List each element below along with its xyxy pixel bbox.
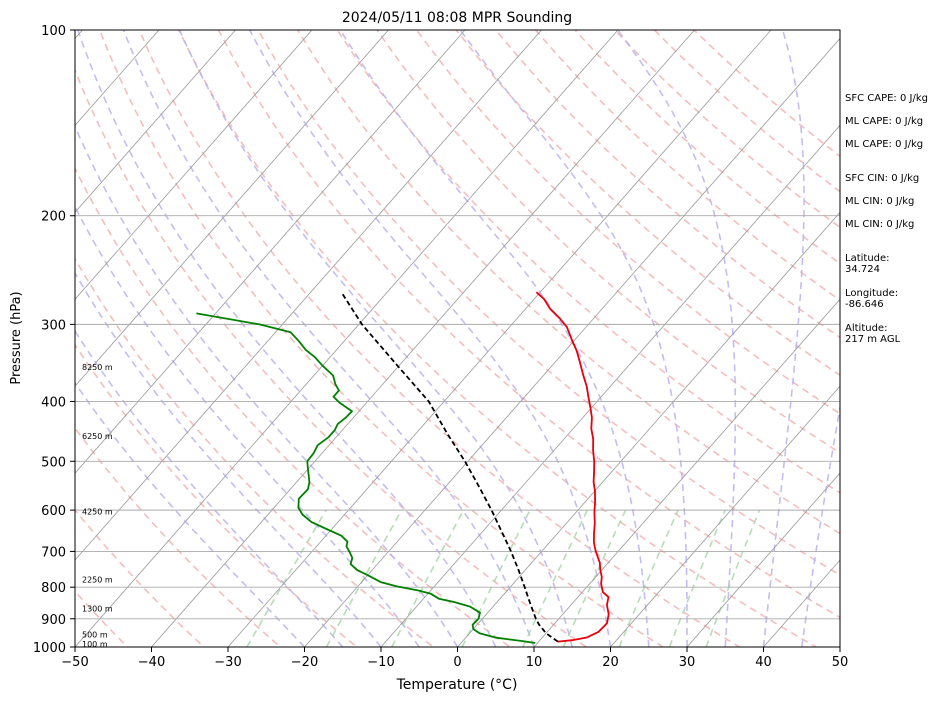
y-tick-label: 1000 — [33, 641, 66, 656]
y-tick-label: 300 — [41, 318, 66, 333]
x-tick-label: 20 — [602, 655, 619, 670]
y-tick-label: 800 — [41, 581, 66, 596]
y-tick-label: 200 — [41, 210, 66, 225]
y-tick-label: 600 — [41, 504, 66, 519]
height-label: 8250 m — [82, 363, 113, 372]
x-tick-label: 10 — [526, 655, 543, 670]
x-tick-label: 0 — [453, 655, 461, 670]
x-tick-label: 30 — [679, 655, 696, 670]
y-tick-label: 700 — [41, 545, 66, 560]
ml-cin-text: ML CIN: 0 J/kg — [845, 196, 914, 208]
ml-cin-text-2: ML CIN: 0 J/kg — [845, 219, 914, 231]
x-tick-label: 50 — [832, 655, 849, 670]
y-tick-label: 500 — [41, 455, 66, 470]
height-label: 500 m — [82, 631, 108, 640]
height-label: 1300 m — [82, 604, 113, 613]
latitude-value: 34.724 — [845, 264, 880, 276]
longitude-value: -86.646 — [845, 299, 884, 311]
sfc-cape-text: SFC CAPE: 0 J/kg — [845, 93, 928, 105]
ml-cape-text-2: ML CAPE: 0 J/kg — [845, 139, 923, 151]
altitude-value: 217 m AGL — [845, 334, 900, 346]
y-tick-label: 100 — [41, 24, 66, 39]
x-tick-label: −30 — [214, 655, 241, 670]
x-tick-label: −40 — [138, 655, 165, 670]
x-tick-label: −50 — [61, 655, 88, 670]
x-axis-label: Temperature (°C) — [396, 677, 518, 693]
chart-title: 2024/05/11 08:08 MPR Sounding — [342, 10, 572, 26]
y-tick-label: 900 — [41, 613, 66, 628]
sfc-cin-text: SFC CIN: 0 J/kg — [845, 173, 919, 185]
y-axis-label: Pressure (hPa) — [9, 291, 24, 384]
ml-cape-text: ML CAPE: 0 J/kg — [845, 116, 923, 128]
height-label: 100 m — [82, 640, 108, 649]
x-tick-label: −20 — [291, 655, 318, 670]
height-label: 4250 m — [82, 507, 113, 516]
x-tick-label: 40 — [755, 655, 772, 670]
height-label: 2250 m — [82, 576, 113, 585]
y-tick-label: 400 — [41, 395, 66, 410]
x-tick-label: −10 — [367, 655, 394, 670]
height-label: 6250 m — [82, 432, 113, 441]
